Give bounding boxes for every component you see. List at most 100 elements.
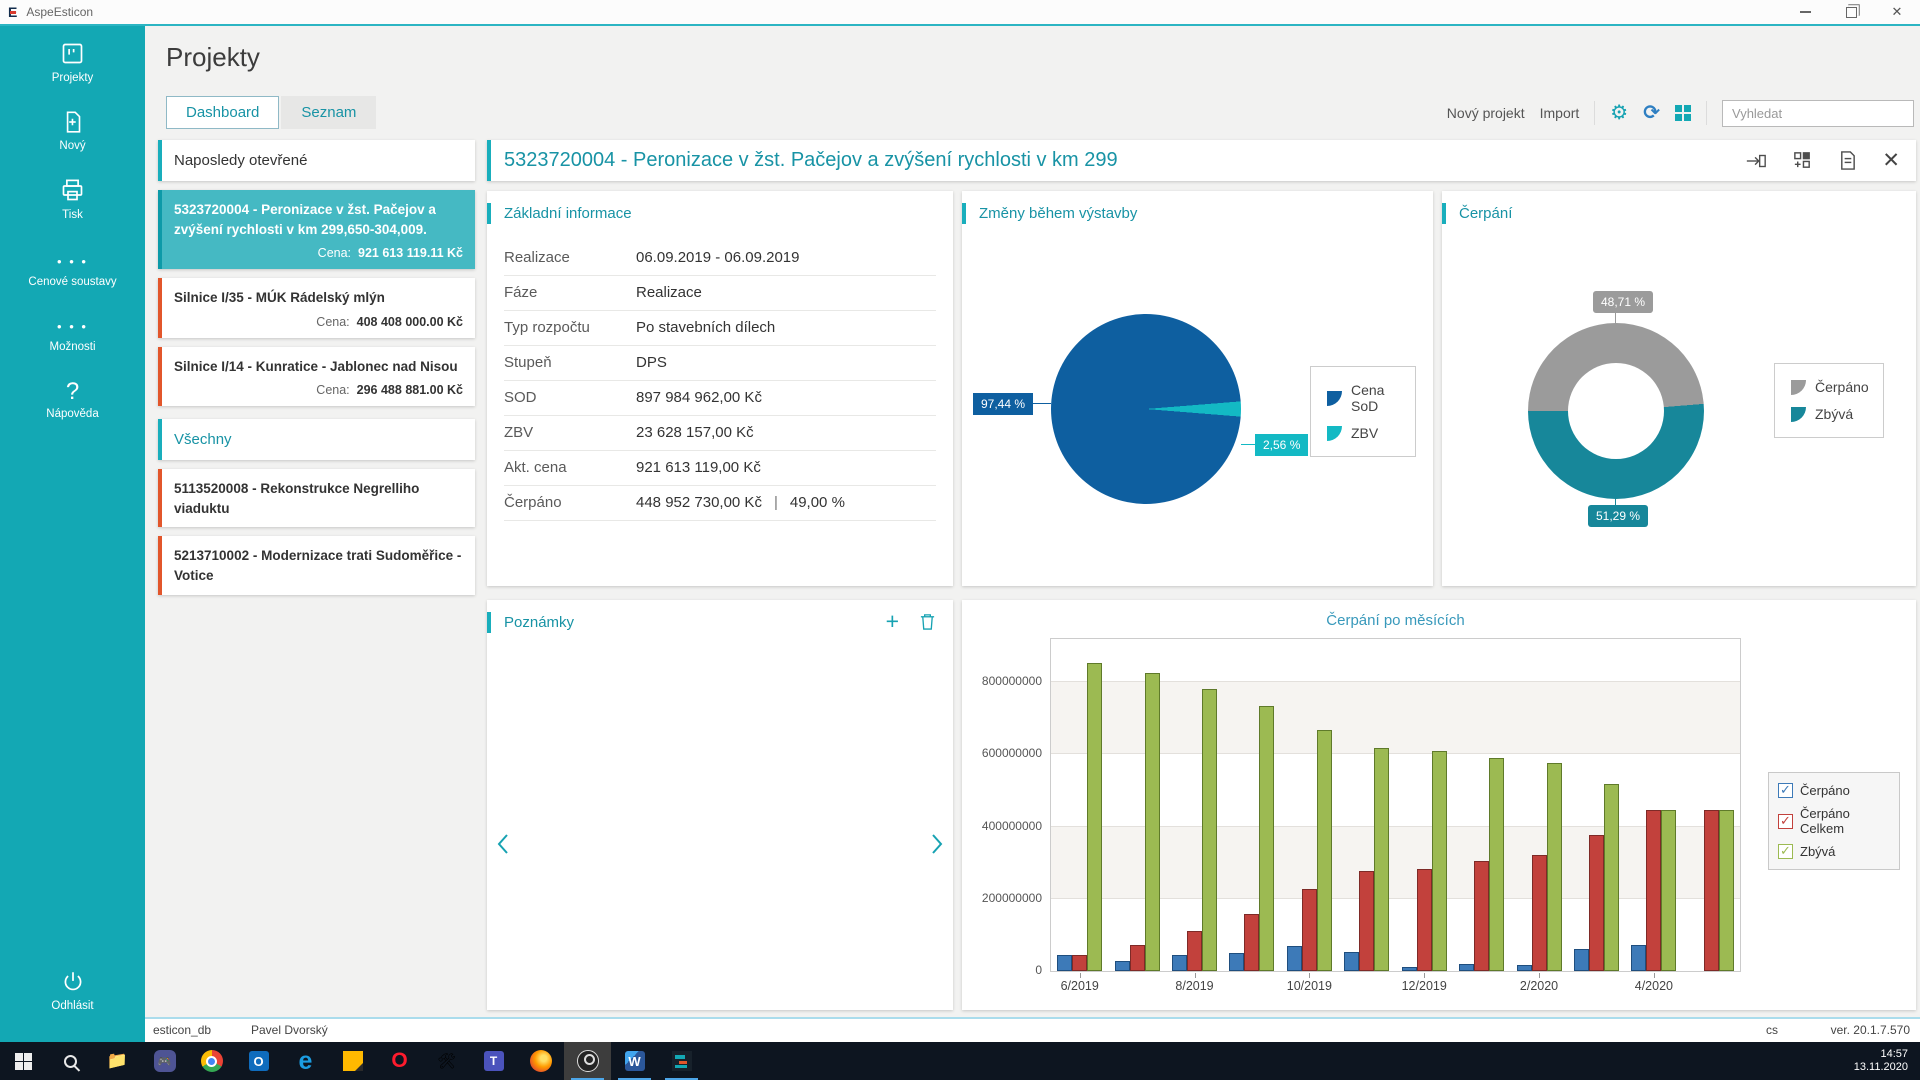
add-note-icon[interactable]: + (886, 611, 899, 631)
sidebar-item-label: Odhlásit (51, 1000, 93, 1012)
pie-panel-title: Změny během výstavby (962, 203, 1137, 224)
taskbar-word-icon[interactable]: W (611, 1042, 658, 1080)
field-label: ZBV (504, 424, 636, 441)
word-glyph: W (625, 1051, 645, 1071)
basic-info-row: Čerpáno448 952 730,00 Kč|49,00 % (504, 486, 936, 521)
legend-checkbox[interactable] (1778, 814, 1793, 829)
sidebar-item-odhlasit[interactable]: Odhlásit (0, 956, 145, 1024)
pie-data-label: 2,56 % (1255, 434, 1308, 456)
pie-legend: Cena SoD ZBV (1310, 366, 1416, 457)
project-card-title: 5213710002 - Modernizace trati Sudoměřic… (174, 546, 463, 585)
bar-Čerpáno Celkem (1532, 855, 1547, 971)
bar-Čerpáno Celkem (1187, 931, 1202, 971)
bar-Zbývá (1145, 673, 1160, 971)
bar-Zbývá (1547, 763, 1562, 971)
taskbar-esticon-icon[interactable] (658, 1042, 705, 1080)
taskbar-edge-icon[interactable]: e (282, 1042, 329, 1080)
esticon-glyph (672, 1051, 692, 1071)
taskbar-notes-icon[interactable] (329, 1042, 376, 1080)
grid-view-icon[interactable] (1675, 105, 1691, 121)
search-input[interactable] (1722, 100, 1914, 127)
tab-seznam[interactable]: Seznam (281, 96, 376, 129)
pie-label-connector (1026, 403, 1051, 404)
refresh-sync-icon[interactable]: ⟳ (1643, 103, 1660, 123)
field-value: 23 628 157,00 Kč (636, 424, 754, 441)
bar-Čerpáno (1459, 964, 1474, 971)
detail-header: 5323720004 - Peronizace v žst. Pačejov a… (487, 140, 1916, 181)
taskbar-firefox-icon[interactable] (517, 1042, 564, 1080)
import-button[interactable]: Import (1540, 105, 1580, 121)
notes-next-arrow-icon[interactable] (930, 832, 944, 861)
field-value: 921 613 119,00 Kč (636, 459, 761, 476)
legend-marker (1791, 380, 1806, 395)
sidebar-item-tisk[interactable]: Tisk (0, 164, 145, 233)
field-value: Realizace (636, 284, 702, 301)
restore-icon[interactable] (1828, 0, 1874, 24)
add-widget-icon[interactable] (1792, 150, 1813, 171)
bar-Zbývá (1489, 758, 1504, 971)
project-card[interactable]: 5213710002 - Modernizace trati Sudoměřic… (158, 536, 475, 594)
bar-Čerpáno (1057, 955, 1072, 971)
field-value: Po stavebních dílech (636, 319, 775, 336)
taskbar-search-icon[interactable] (47, 1042, 94, 1080)
bar-Čerpáno Celkem (1589, 835, 1604, 971)
bar-Čerpáno (1402, 967, 1417, 971)
sidebar-item-moznosti[interactable]: • • • Možnosti (0, 300, 145, 365)
sidebar-item-label: Tisk (62, 209, 83, 221)
help-icon: ? (66, 381, 79, 403)
tab-dashboard[interactable]: Dashboard (166, 96, 279, 129)
export-icon[interactable] (1745, 151, 1767, 171)
legend-checkbox[interactable] (1778, 844, 1793, 859)
taskbar-opera-icon[interactable]: O (376, 1042, 423, 1080)
bar-Zbývá (1259, 706, 1274, 971)
divider (1706, 101, 1707, 125)
app-window: Projekty Nový Tisk • • • Cenové soustavy… (0, 24, 1920, 1042)
document-icon[interactable] (1838, 150, 1857, 171)
delete-note-trash-icon[interactable] (919, 612, 936, 631)
project-card[interactable]: 5113520008 - Rekonstrukce Negrelliho via… (158, 469, 475, 527)
taskbar-devtools-icon[interactable]: 🛠 (423, 1042, 470, 1080)
close-detail-icon[interactable]: ✕ (1882, 151, 1900, 171)
x-axis-tick (1309, 973, 1310, 978)
project-card[interactable]: Silnice I/35 - MÚK Rádelský mlýnCena:408… (158, 278, 475, 338)
legend-checkbox[interactable] (1778, 783, 1793, 798)
basic-info-title: Základní informace (487, 203, 632, 224)
taskbar-discord-icon[interactable]: 🎮 (141, 1042, 188, 1080)
legend-label: Zbývá (1815, 406, 1853, 422)
bar-Zbývá (1432, 751, 1447, 971)
close-window-icon[interactable]: ✕ (1874, 0, 1920, 24)
bar-Čerpáno (1115, 961, 1130, 971)
x-axis-tick-label: 8/2019 (1155, 979, 1235, 993)
app-logo-icon: E (8, 4, 17, 20)
taskbar-chrome-icon[interactable] (188, 1042, 235, 1080)
basic-info-row: ZBV23 628 157,00 Kč (504, 416, 936, 451)
taskbar-start-icon[interactable] (0, 1042, 47, 1080)
taskbar-teams-icon[interactable]: T (470, 1042, 517, 1080)
taskbar-obs-icon[interactable] (564, 1042, 611, 1080)
project-card[interactable]: 5323720004 - Peronizace v žst. Pačejov a… (158, 190, 475, 269)
x-axis-tick-label: 4/2020 (1614, 979, 1694, 993)
settings-gear-icon[interactable]: ⚙ (1610, 103, 1628, 123)
status-database: esticon_db (153, 1023, 211, 1037)
sidebar-item-projekty[interactable]: Projekty (0, 26, 145, 96)
notes-prev-arrow-icon[interactable] (496, 832, 510, 861)
field-value: 448 952 730,00 Kč (636, 494, 762, 511)
project-card[interactable]: Silnice I/14 - Kunratice - Jablonec nad … (158, 347, 475, 407)
legend-label: Čerpáno (1815, 379, 1869, 395)
bar-Čerpáno (1574, 949, 1589, 971)
sidebar-item-napoveda[interactable]: ? Nápověda (0, 365, 145, 432)
sidebar-item-cenove-soustavy[interactable]: • • • Cenové soustavy (0, 233, 145, 300)
tab-bar: Dashboard Seznam (166, 96, 376, 129)
taskbar-outlook-icon[interactable]: O (235, 1042, 282, 1080)
sidebar-item-novy[interactable]: Nový (0, 96, 145, 164)
field-label: SOD (504, 389, 636, 406)
donut-label-connector (1615, 313, 1616, 323)
x-axis-tick (1080, 973, 1081, 978)
minimize-icon[interactable] (1782, 0, 1828, 24)
new-project-button[interactable]: Nový projekt (1447, 105, 1525, 121)
bar-Zbývá (1317, 730, 1332, 971)
taskbar-explorer-icon[interactable]: 📁 (94, 1042, 141, 1080)
status-bar: esticon_db Pavel Dvorský cs ver. 20.1.7.… (145, 1017, 1920, 1042)
bar-Čerpáno (1287, 946, 1302, 971)
donut-hole (1568, 363, 1664, 459)
